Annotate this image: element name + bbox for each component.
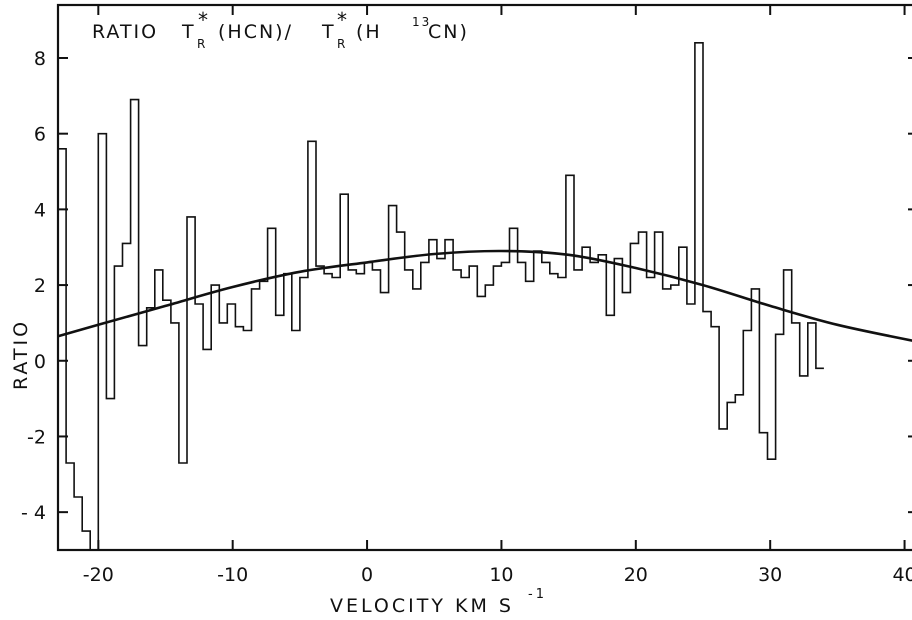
title-t2-sup: * (337, 8, 349, 32)
y-tick-label: 0 (34, 351, 46, 373)
x-tick-label: 10 (489, 564, 513, 586)
x-tick-label: 20 (624, 564, 648, 586)
title-t2: T (321, 21, 336, 43)
y-tick-label: 8 (34, 48, 46, 70)
ratio-histogram-series (58, 42, 824, 551)
title-iso: 13 (412, 15, 431, 29)
title-open: (H (356, 21, 382, 43)
y-tick-label: 6 (34, 124, 46, 146)
x-tick-label: 30 (758, 564, 782, 586)
plot-frame (56, 3, 912, 552)
y-tick-label: 4 (34, 199, 46, 221)
title-prefix: RATIO (92, 21, 158, 43)
x-tick-label: -20 (83, 564, 114, 586)
x-tick-label: 0 (361, 564, 373, 586)
x-tick-label: -10 (217, 564, 248, 586)
y-tick-label: - 4 (21, 502, 46, 524)
title-t1-sub: R (197, 37, 207, 51)
title-close: CN) (428, 21, 469, 43)
y-tick-label: 2 (34, 275, 46, 297)
y-axis-label: RATIO (10, 319, 32, 390)
y-axis: - 4 -2 0 2 4 6 8 (21, 48, 912, 524)
x-tick-label: 40 (892, 564, 912, 586)
x-axis-label: VELOCITY KM S -1 (330, 587, 547, 617)
series-layer (57, 42, 912, 551)
x-axis-label-main: VELOCITY KM S (330, 595, 514, 617)
title-t1-sup: * (198, 8, 210, 32)
x-axis-label-sup: -1 (528, 587, 547, 602)
y-tick-label: -2 (27, 426, 46, 448)
x-axis: -20 -10 0 10 20 30 40 (83, 5, 912, 586)
title-t1: T (181, 21, 196, 43)
ratio-fit-curve (57, 249, 912, 342)
title-mid: (HCN)/ (218, 21, 293, 43)
chart-title: RATIO T * R (HCN)/ T * R (H 13 CN) (92, 8, 469, 51)
title-t2-sub: R (337, 37, 347, 51)
